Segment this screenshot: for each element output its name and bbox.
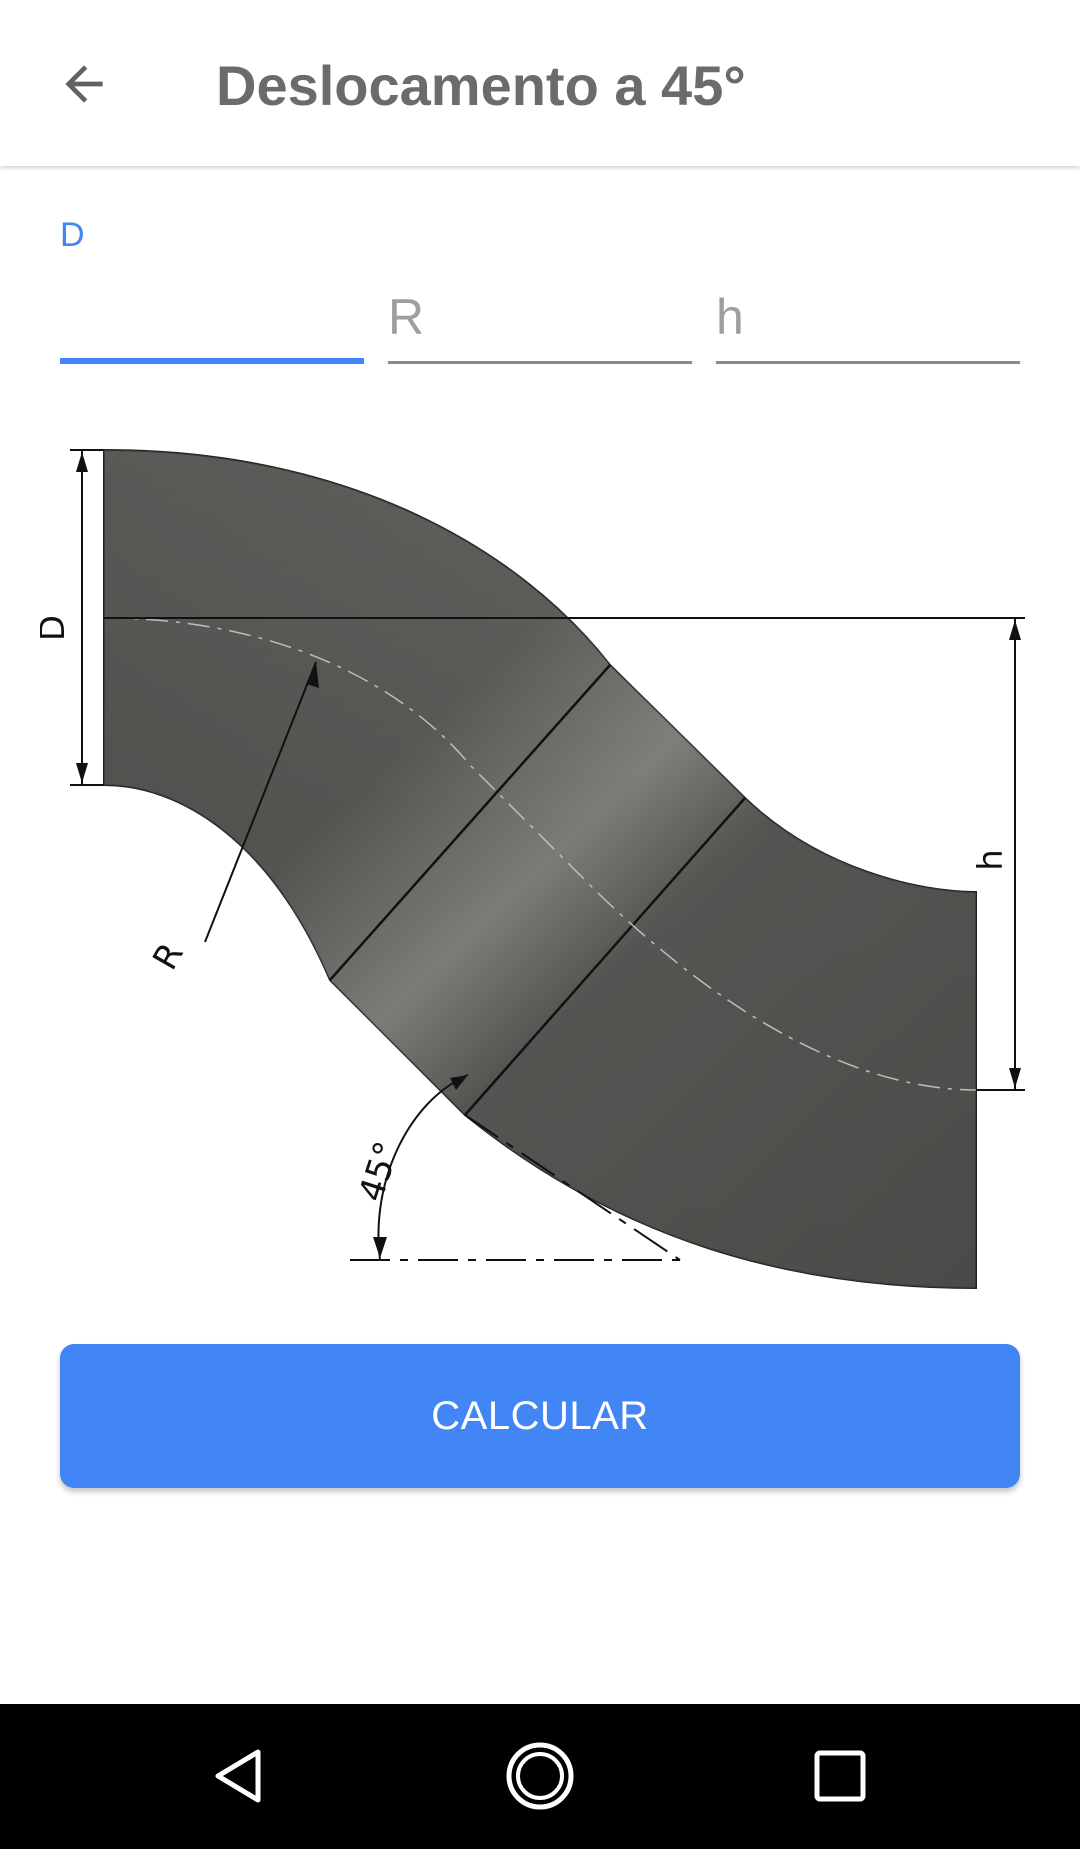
nav-home-button[interactable]: [490, 1726, 590, 1826]
r-input[interactable]: [388, 280, 692, 360]
angle-extension-line: [464, 1114, 681, 1261]
r-dimension-label: R: [145, 936, 191, 976]
d-field-label: D: [60, 216, 85, 254]
nav-back-button[interactable]: [190, 1726, 290, 1826]
arrow-left-icon: [65, 65, 103, 103]
h-dimension-label: h: [971, 849, 1011, 871]
h-field: [716, 280, 1020, 364]
segment-joint-2: [464, 797, 746, 1116]
d-dimension-label: D: [40, 615, 73, 641]
nav-recents-button[interactable]: [790, 1726, 890, 1826]
r-field-underline: [388, 361, 692, 364]
calculate-button[interactable]: CALCULAR: [60, 1344, 1020, 1488]
circle-home-icon: [506, 1742, 574, 1810]
d-input[interactable]: [60, 280, 364, 360]
d-field-underline: [60, 358, 364, 364]
pipe-centerline: [103, 617, 977, 1091]
r-field: [388, 280, 692, 364]
back-button[interactable]: [44, 44, 124, 124]
page-title: Deslocamento a 45°: [216, 54, 746, 117]
pipe-offset-diagram: D h R 45°: [40, 448, 1025, 1290]
h-input[interactable]: [716, 280, 1020, 360]
h-field-underline: [716, 361, 1020, 364]
segment-joint-1: [329, 664, 611, 981]
angle-arc: [377, 1074, 469, 1261]
r-leader-line: [204, 661, 317, 943]
angle-label: 45°: [351, 1137, 408, 1207]
system-nav-bar: [0, 1704, 1080, 1849]
square-recents-icon: [814, 1750, 866, 1802]
triangle-back-icon: [215, 1749, 261, 1803]
d-field: [60, 280, 364, 364]
app-bar: Deslocamento a 45°: [0, 0, 1080, 166]
